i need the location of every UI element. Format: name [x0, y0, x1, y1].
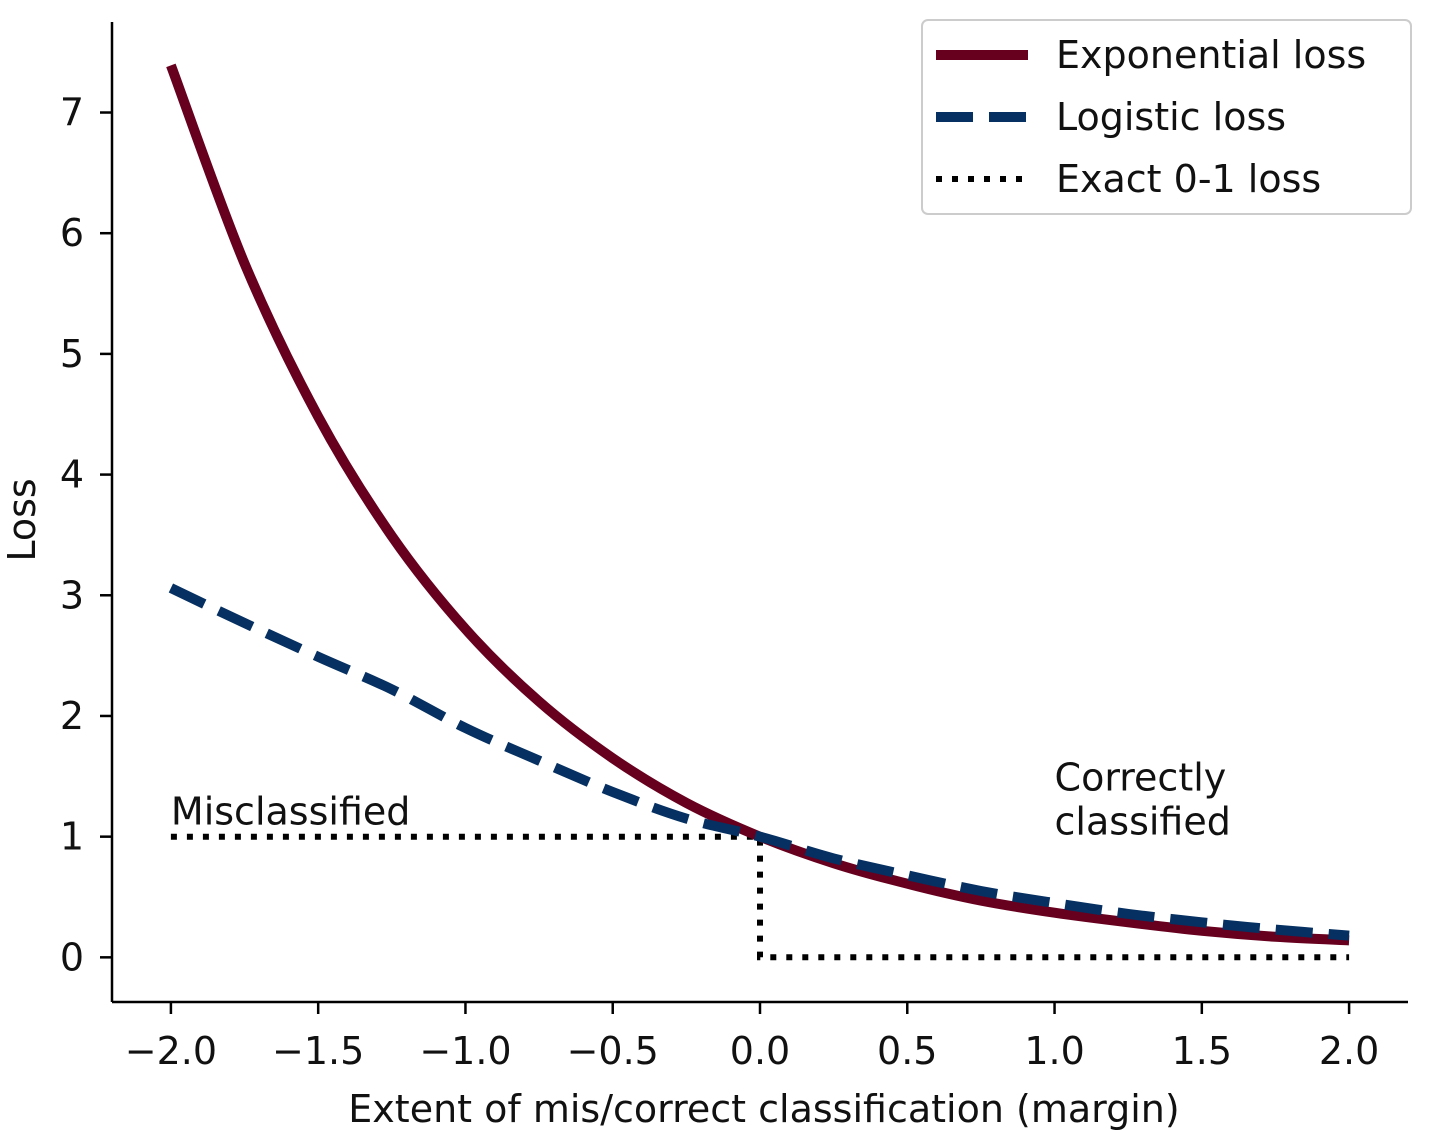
- x-tick-label: −0.5: [567, 1029, 659, 1073]
- series-line-logistic-loss: [168, 583, 1350, 941]
- y-tick-label: 0: [60, 935, 84, 979]
- y-tick-label: 2: [60, 694, 84, 738]
- x-axis-label: Extent of mis/correct classification (ma…: [348, 1087, 1179, 1130]
- x-tick-label: −1.5: [272, 1029, 364, 1073]
- y-tick-label: 1: [60, 815, 84, 859]
- x-tick-label: 1.0: [1024, 1029, 1084, 1073]
- legend-label-exponential-loss: Exponential loss: [1056, 33, 1366, 77]
- series-line-exact-0-1-loss: [170, 833, 1350, 961]
- annotation-text: Correctly: [1055, 756, 1227, 800]
- annotation-text: Misclassified: [171, 790, 410, 834]
- x-tick-label: 0.5: [877, 1029, 937, 1073]
- y-tick-label: 6: [60, 211, 84, 255]
- x-tick-label: 1.5: [1172, 1029, 1232, 1073]
- y-tick-label: 4: [60, 453, 84, 497]
- x-tick-label: 2.0: [1319, 1029, 1379, 1073]
- legend-label-exact-0-1-loss: Exact 0-1 loss: [1056, 157, 1321, 201]
- annotation-text: classified: [1055, 800, 1231, 844]
- legend-label-logistic-loss: Logistic loss: [1056, 95, 1286, 139]
- plot-lines: [166, 63, 1350, 961]
- axes: −2.0 −1.5 −1.0 −0.5 0.0 0.5 1.0 1.5 2.0 0 1 2 3 4 5 6 7 E…: [0, 22, 1408, 1130]
- x-tick-label: −2.0: [125, 1029, 217, 1073]
- legend-box: [921, 19, 1412, 215]
- x-tick-label: 0.0: [730, 1029, 790, 1073]
- y-axis-label: Loss: [0, 478, 44, 561]
- y-tick-label: 7: [60, 91, 84, 135]
- legend: Exponential loss Logistic loss Exact 0-1 l…: [921, 19, 1412, 215]
- series-line-exponential-loss: [166, 63, 1350, 946]
- y-tick-label: 5: [60, 332, 84, 376]
- x-tick-label: −1.0: [419, 1029, 511, 1073]
- y-tick-label: 3: [60, 573, 84, 617]
